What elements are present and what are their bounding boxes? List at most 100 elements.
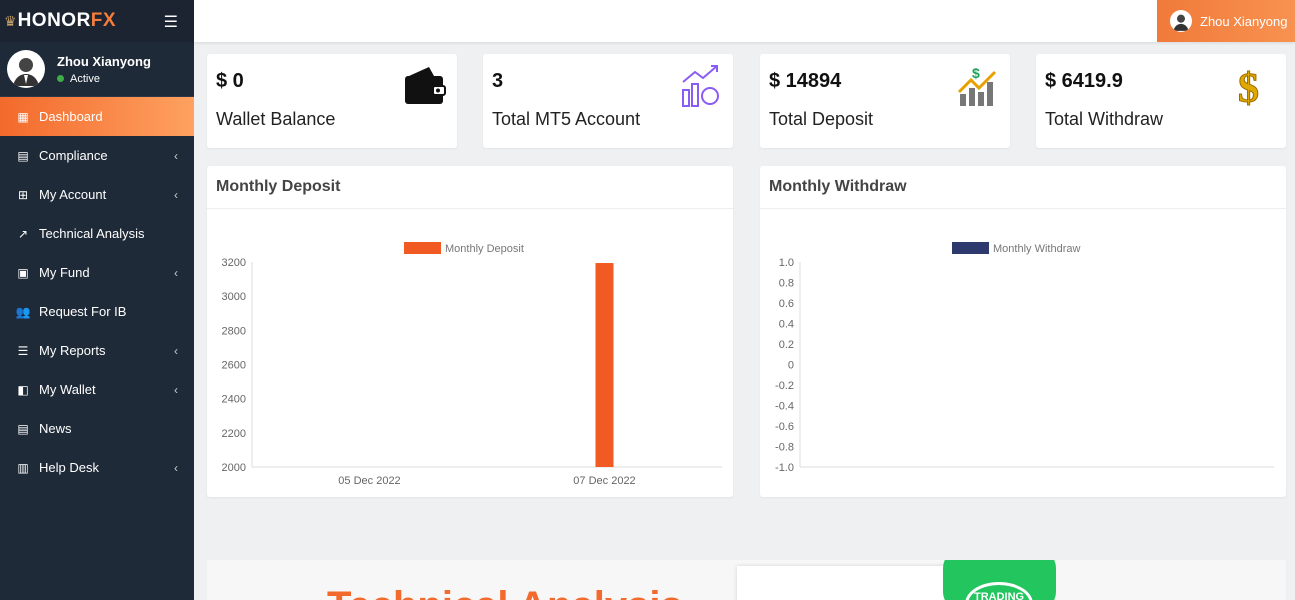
avatar <box>1170 10 1192 32</box>
sidebar-item-news[interactable]: ▤ News <box>0 409 194 448</box>
dollar-icon: $ <box>1232 64 1276 113</box>
chevron-left-icon: ‹ <box>174 382 178 397</box>
legend-label: Monthly Withdraw <box>993 243 1080 255</box>
sidebar-item-my-wallet[interactable]: ◧ My Wallet ‹ <box>0 370 194 409</box>
chevron-left-icon: ‹ <box>174 460 178 475</box>
stat-label: Total Deposit <box>769 109 874 129</box>
y-tick-label: 0 <box>788 360 794 372</box>
legend-label: Monthly Deposit <box>445 243 524 255</box>
sidebar-item-label: Help Desk <box>39 460 99 475</box>
y-tick-label: 2800 <box>222 325 246 337</box>
sidebar-item-label: Compliance <box>39 148 108 163</box>
chevron-left-icon: ‹ <box>174 265 178 280</box>
sidebar-item-my-fund[interactable]: ▣ My Fund ‹ <box>0 253 194 292</box>
wallet-icon: ◧ <box>17 382 29 397</box>
y-tick-label: 2200 <box>222 428 246 440</box>
sidebar-item-dashboard[interactable]: ▦ Dashboard <box>0 97 194 136</box>
y-tick-label: 2000 <box>222 462 246 474</box>
list-icon: ☰ <box>17 343 29 358</box>
stat-label: Total Withdraw <box>1045 109 1164 129</box>
sidebar-item-label: My Fund <box>39 265 90 280</box>
x-tick-label: 07 Dec 2022 <box>573 475 635 487</box>
sidebar-item-label: My Wallet <box>39 382 96 397</box>
logo[interactable]: ♛ HONORFX ☰ <box>0 0 194 42</box>
deposit-chart-icon: $ <box>956 64 1000 108</box>
y-tick-label: 3000 <box>222 291 246 303</box>
stat-label: Total MT5 Account <box>492 109 641 129</box>
grid-icon: ▦ <box>17 109 29 124</box>
y-tick-label: 2400 <box>222 394 246 406</box>
y-tick-label: 0.2 <box>779 339 794 351</box>
sidebar: ♛ HONORFX ☰ Zhou Xianyong Active ▦ Dashbo… <box>0 0 194 600</box>
sidebar-item-label: News <box>39 421 72 436</box>
trading-app-icon: TRADING <box>943 560 1056 600</box>
news-icon: ▤ <box>17 421 29 436</box>
svg-text:$: $ <box>972 65 980 81</box>
y-tick-label: 3200 <box>222 257 246 269</box>
users-icon: 👥 <box>15 304 31 319</box>
sidebar-item-compliance[interactable]: ▤ Compliance ‹ <box>0 136 194 175</box>
user-name: Zhou Xianyong <box>57 53 151 69</box>
sidebar-item-label: Request For IB <box>39 304 127 319</box>
y-tick-label: 1.0 <box>779 257 794 269</box>
chevron-left-icon: ‹ <box>174 148 178 163</box>
growth-icon <box>679 64 723 108</box>
svg-text:$: $ <box>1238 66 1259 108</box>
stat-card-total-mt5-account: 3 Total MT5 Account <box>483 54 733 148</box>
x-tick-label: 05 Dec 2022 <box>338 475 400 487</box>
sidebar-item-my-reports[interactable]: ☰ My Reports ‹ <box>0 331 194 370</box>
chevron-left-icon: ‹ <box>174 187 178 202</box>
stat-card-wallet-balance: $ 0 Wallet Balance <box>207 54 457 148</box>
user-menu-button[interactable]: Zhou Xianyong <box>1157 0 1295 42</box>
y-tick-label: -0.2 <box>775 380 794 392</box>
wallet-icon <box>403 64 447 108</box>
avatar <box>7 50 45 88</box>
top-user-name: Zhou Xianyong <box>1200 13 1288 29</box>
money-icon: ▣ <box>17 265 29 280</box>
monthly-withdraw-chart: Monthly Withdraw Monthly Withdraw 1.0 0.8 0… <box>760 166 1286 497</box>
monthly-deposit-chart: Monthly Deposit Monthly Deposit 3200 3000 2… <box>207 166 733 497</box>
stat-value: $ 6419.9 <box>1045 70 1123 92</box>
chevron-left-icon: ‹ <box>174 343 178 358</box>
bar <box>595 263 614 467</box>
help-icon: ▥ <box>17 460 29 475</box>
legend-swatch <box>952 242 989 254</box>
stat-value: $ 14894 <box>769 70 842 92</box>
chart-title: Monthly Deposit <box>207 166 733 209</box>
crown-icon: ♛ <box>4 12 17 29</box>
sidebar-item-label: My Reports <box>39 343 106 358</box>
y-tick-label: 0.4 <box>779 319 794 331</box>
user-status: Active <box>70 72 100 85</box>
brand-name: HONORFX <box>17 10 117 31</box>
sidebar-item-label: Dashboard <box>39 109 103 124</box>
stat-card-total-withdraw: $ 6419.9 Total Withdraw $ <box>1036 54 1286 148</box>
y-tick-label: 0.8 <box>779 278 794 290</box>
y-tick-label: -0.8 <box>775 442 794 454</box>
chart-title: Monthly Withdraw <box>760 166 1286 209</box>
technical-analysis-banner[interactable]: Technical Analysis TRADING <box>207 560 1286 600</box>
app-screenshot <box>737 566 947 600</box>
legend-swatch <box>404 242 441 254</box>
sidebar-item-label: Technical Analysis <box>39 226 145 241</box>
stat-value: $ 0 <box>216 70 244 92</box>
y-tick-label: 2600 <box>222 360 246 372</box>
stat-label: Wallet Balance <box>216 109 336 129</box>
chart-line-icon: ↗ <box>17 226 29 241</box>
stat-value: 3 <box>492 70 504 92</box>
y-tick-label: 0.6 <box>779 298 794 310</box>
document-icon: ▤ <box>17 148 29 163</box>
status-dot-icon <box>57 75 64 82</box>
sidebar-item-request-for-ib[interactable]: 👥 Request For IB <box>0 292 194 331</box>
hamburger-menu-icon[interactable]: ☰ <box>163 14 178 31</box>
sidebar-item-label: My Account <box>39 187 107 202</box>
banner-title: Technical Analysis <box>327 584 683 600</box>
stat-card-total-deposit: $ 14894 Total Deposit $ <box>760 54 1010 148</box>
sidebar-item-help-desk[interactable]: ▥ Help Desk ‹ <box>0 448 194 487</box>
sidebar-item-technical-analysis[interactable]: ↗ Technical Analysis <box>0 214 194 253</box>
top-bar: Zhou Xianyong <box>194 0 1295 42</box>
y-tick-label: -1.0 <box>775 462 794 474</box>
user-panel: Zhou Xianyong Active <box>0 42 194 97</box>
y-tick-label: -0.4 <box>775 401 794 413</box>
sidebar-item-my-account[interactable]: ⊞ My Account ‹ <box>0 175 194 214</box>
y-tick-label: -0.6 <box>775 421 794 433</box>
